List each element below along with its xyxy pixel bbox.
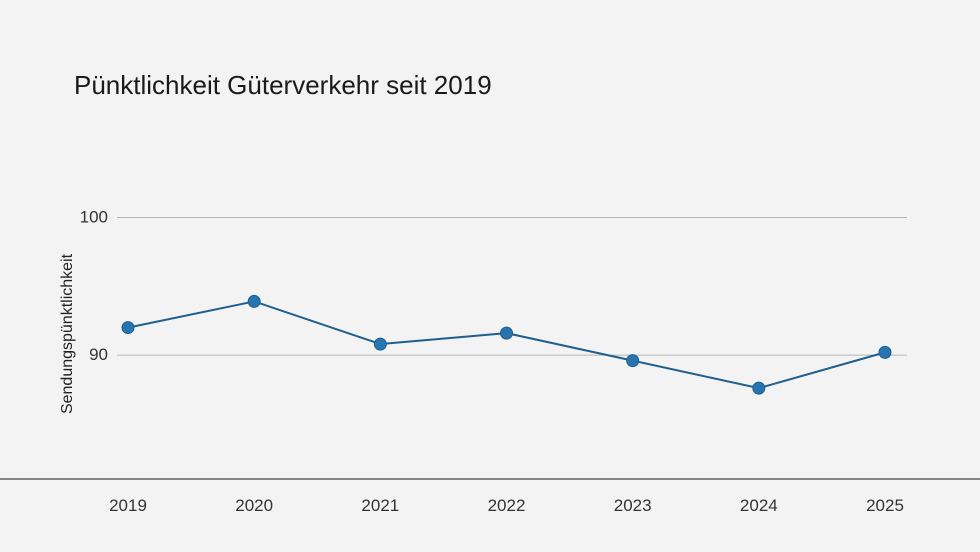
data-point: [121, 321, 135, 335]
series-line: [127, 300, 886, 390]
x-tick-label: 2025: [866, 496, 904, 515]
chart-title: Pünktlichkeit Güterverkehr seit 2019: [74, 70, 492, 100]
data-point: [752, 381, 766, 395]
y-axis-title: Sendungspünktlichkeit: [59, 253, 76, 414]
x-tick-label: 2019: [109, 496, 147, 515]
y-tick-label: 90: [89, 345, 108, 364]
axis-layer: 90 100 2019 2020 2021 2022 2023 2024 2025: [0, 207, 980, 515]
x-tick-label: 2021: [361, 496, 399, 515]
data-point: [878, 345, 892, 359]
data-point: [500, 326, 513, 340]
data-point: [247, 294, 261, 308]
x-tick-label: 2023: [614, 496, 652, 515]
x-tick-label: 2020: [235, 496, 273, 515]
grid-layer: [117, 216, 907, 356]
series-layer: [121, 294, 892, 395]
data-point: [626, 354, 640, 368]
x-tick-label: 2022: [488, 496, 526, 515]
y-tick-label: 100: [80, 207, 108, 226]
x-tick-label: 2024: [740, 496, 778, 515]
data-point: [373, 337, 387, 351]
